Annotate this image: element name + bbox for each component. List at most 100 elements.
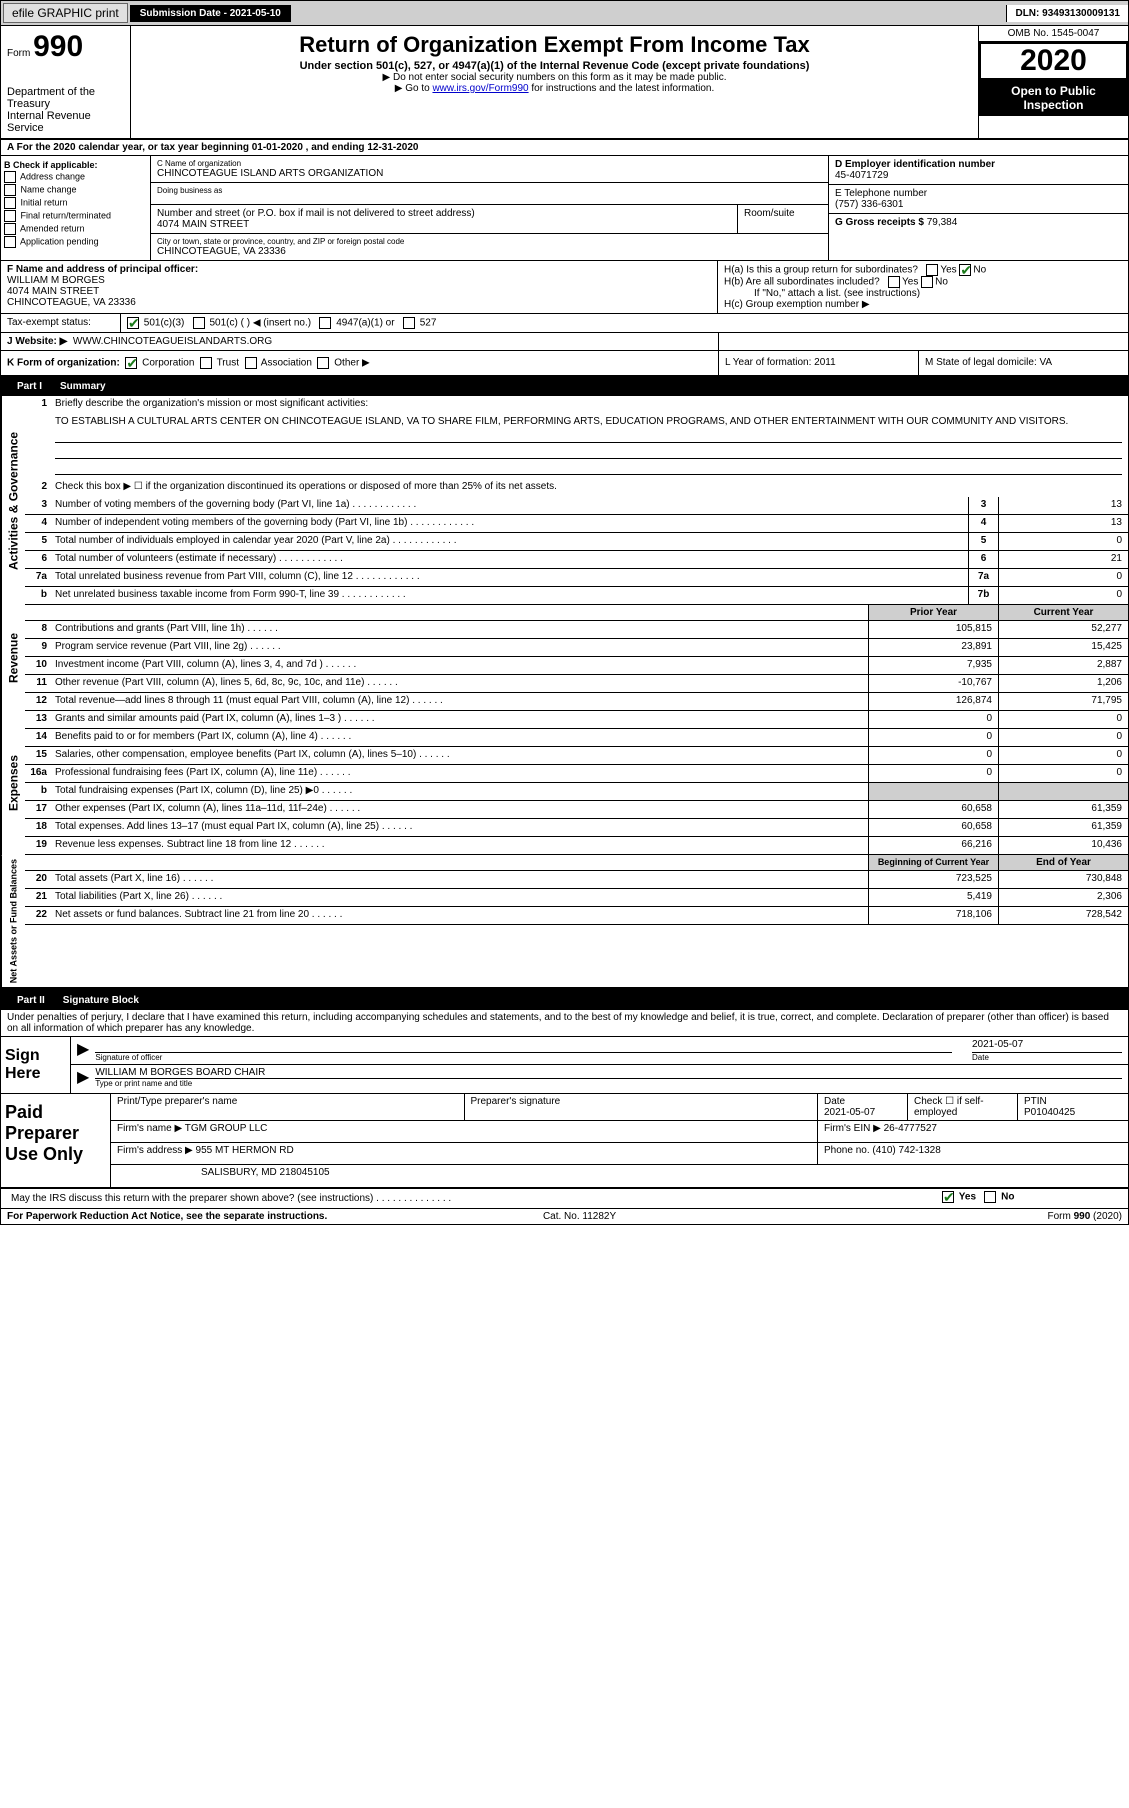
city-value: CHINCOTEAGUE, VA 23336 xyxy=(157,246,822,257)
line-20-current: 730,848 xyxy=(998,871,1128,888)
col-end-year: End of Year xyxy=(998,855,1128,870)
prep-row-1: Print/Type preparer's name Preparer's si… xyxy=(111,1094,1128,1121)
prep-row-2: Firm's name ▶ TGM GROUP LLC Firm's EIN ▶… xyxy=(111,1121,1128,1143)
hb-yes[interactable] xyxy=(888,276,900,288)
col-c-org-info: C Name of organization CHINCOTEAGUE ISLA… xyxy=(151,156,828,260)
open-inspection: Open to Public Inspection xyxy=(979,80,1128,116)
line1-label: Briefly describe the organization's miss… xyxy=(51,396,1128,414)
line-12-prior: 126,874 xyxy=(868,693,998,710)
chk-other[interactable] xyxy=(317,357,329,369)
ha-yes[interactable] xyxy=(926,264,938,276)
line-16a: 16aProfessional fundraising fees (Part I… xyxy=(25,765,1128,783)
line-16a-current: 0 xyxy=(998,765,1128,782)
h-c: H(c) Group exemption number ▶ xyxy=(724,299,1122,310)
line-3-value: 13 xyxy=(998,497,1128,514)
gross-receipts-value: 79,384 xyxy=(927,217,958,228)
room-cell: Room/suite xyxy=(738,205,828,233)
chk-4947[interactable] xyxy=(319,317,331,329)
line-17-prior: 60,658 xyxy=(868,801,998,818)
form-title: Return of Organization Exempt From Incom… xyxy=(139,32,970,58)
sign-here-label: Sign Here xyxy=(1,1037,71,1093)
side-label-gov: Activities & Governance xyxy=(1,396,25,605)
chk-501c[interactable] xyxy=(193,317,205,329)
chk-527[interactable] xyxy=(403,317,415,329)
line-11: 11Other revenue (Part VIII, column (A), … xyxy=(25,675,1128,693)
chk-address-change[interactable]: Address change xyxy=(4,171,147,183)
paid-preparer-label: Paid Preparer Use Only xyxy=(1,1094,111,1187)
line-18-prior: 60,658 xyxy=(868,819,998,836)
row-k-l-m: K Form of organization: Corporation Trus… xyxy=(1,351,1128,377)
line-6: 6Total number of volunteers (estimate if… xyxy=(25,551,1128,569)
line-8: 8Contributions and grants (Part VIII, li… xyxy=(25,621,1128,639)
self-employed-check[interactable]: Check ☐ if self-employed xyxy=(908,1094,1018,1120)
part1-exp-block: Expenses 13Grants and similar amounts pa… xyxy=(1,711,1128,855)
line-14-current: 0 xyxy=(998,729,1128,746)
line-8-prior: 105,815 xyxy=(868,621,998,638)
arrow-icon: ▶ xyxy=(77,1067,89,1089)
d-label: D Employer identification number xyxy=(835,159,1122,170)
chk-application-pending[interactable]: Application pending xyxy=(4,236,147,248)
col-b-checkboxes: B Check if applicable: Address change Na… xyxy=(1,156,151,260)
line-13-prior: 0 xyxy=(868,711,998,728)
top-bar: efile GRAPHIC print Submission Date - 20… xyxy=(1,1,1128,26)
row-a-tax-year: A For the 2020 calendar year, or tax yea… xyxy=(1,140,1128,156)
line-10: 10Investment income (Part VIII, column (… xyxy=(25,657,1128,675)
part2-header: Part II Signature Block xyxy=(1,989,1128,1010)
irs-no[interactable] xyxy=(984,1191,996,1203)
line-10-prior: 7,935 xyxy=(868,657,998,674)
line-12: 12Total revenue—add lines 8 through 11 (… xyxy=(25,693,1128,711)
efile-print-button[interactable]: efile GRAPHIC print xyxy=(3,3,128,23)
line-13: 13Grants and similar amounts paid (Part … xyxy=(25,711,1128,729)
col-headers-revenue: Prior Year Current Year xyxy=(25,605,1128,621)
h-b-note: If "No," attach a list. (see instruction… xyxy=(724,288,1122,299)
street-value: 4074 MAIN STREET xyxy=(157,219,731,230)
chk-assoc[interactable] xyxy=(245,357,257,369)
principal-officer: F Name and address of principal officer:… xyxy=(1,261,718,313)
part1-label: Part I xyxy=(7,379,52,394)
part2-title: Signature Block xyxy=(63,995,139,1006)
form-990-page: efile GRAPHIC print Submission Date - 20… xyxy=(0,0,1129,1225)
perjury-declaration: Under penalties of perjury, I declare th… xyxy=(1,1010,1128,1036)
ha-no[interactable] xyxy=(959,264,971,276)
h-b: H(b) Are all subordinates included? Yes … xyxy=(724,276,1122,288)
side-label-net: Net Assets or Fund Balances xyxy=(1,855,25,987)
line-14-prior: 0 xyxy=(868,729,998,746)
chk-corp[interactable] xyxy=(125,357,137,369)
line-9-current: 15,425 xyxy=(998,639,1128,656)
chk-name-change[interactable]: Name change xyxy=(4,184,147,196)
chk-final-return[interactable]: Final return/terminated xyxy=(4,210,147,222)
l-year-formation: L Year of formation: 2011 xyxy=(718,351,918,375)
chk-initial-return[interactable]: Initial return xyxy=(4,197,147,209)
line-7a-value: 0 xyxy=(998,569,1128,586)
officer-addr2: CHINCOTEAGUE, VA 23336 xyxy=(7,297,711,308)
irs-link[interactable]: www.irs.gov/Form990 xyxy=(432,83,528,94)
city-cell: City or town, state or province, country… xyxy=(151,234,828,260)
line-20-prior: 723,525 xyxy=(868,871,998,888)
line-3: 3Number of voting members of the governi… xyxy=(25,497,1128,515)
officer-addr1: 4074 MAIN STREET xyxy=(7,286,711,297)
col-current-year: Current Year xyxy=(998,605,1128,620)
part1-title: Summary xyxy=(60,381,106,392)
submission-date: Submission Date - 2021-05-10 xyxy=(130,5,291,22)
sig-name-row: ▶ WILLIAM M BORGES BOARD CHAIR Type or p… xyxy=(71,1065,1128,1091)
chk-trust[interactable] xyxy=(200,357,212,369)
line-19-current: 10,436 xyxy=(998,837,1128,854)
arrow-icon: ▶ xyxy=(77,1039,89,1062)
line-16a-prior: 0 xyxy=(868,765,998,782)
col-headers-net: Beginning of Current Year End of Year xyxy=(25,855,1128,871)
paid-preparer-block: Paid Preparer Use Only Print/Type prepar… xyxy=(1,1094,1128,1189)
hb-no[interactable] xyxy=(921,276,933,288)
b-label: B Check if applicable: xyxy=(4,160,147,170)
chk-amended-return[interactable]: Amended return xyxy=(4,223,147,235)
prep-date: 2021-05-07 xyxy=(824,1107,901,1118)
line-12-current: 71,795 xyxy=(998,693,1128,710)
firm-addr1: 955 MT HERMON RD xyxy=(196,1145,294,1156)
section-bcdeg: B Check if applicable: Address change Na… xyxy=(1,156,1128,261)
dba-label: Doing business as xyxy=(157,186,822,195)
line-4-value: 13 xyxy=(998,515,1128,532)
gross-receipts-cell: G Gross receipts $ 79,384 xyxy=(829,214,1128,242)
irs-yes[interactable] xyxy=(942,1191,954,1203)
chk-501c3[interactable] xyxy=(127,317,139,329)
irs-discuss-q: May the IRS discuss this return with the… xyxy=(7,1191,942,1206)
part1-rev-block: Revenue Prior Year Current Year 8Contrib… xyxy=(1,605,1128,711)
